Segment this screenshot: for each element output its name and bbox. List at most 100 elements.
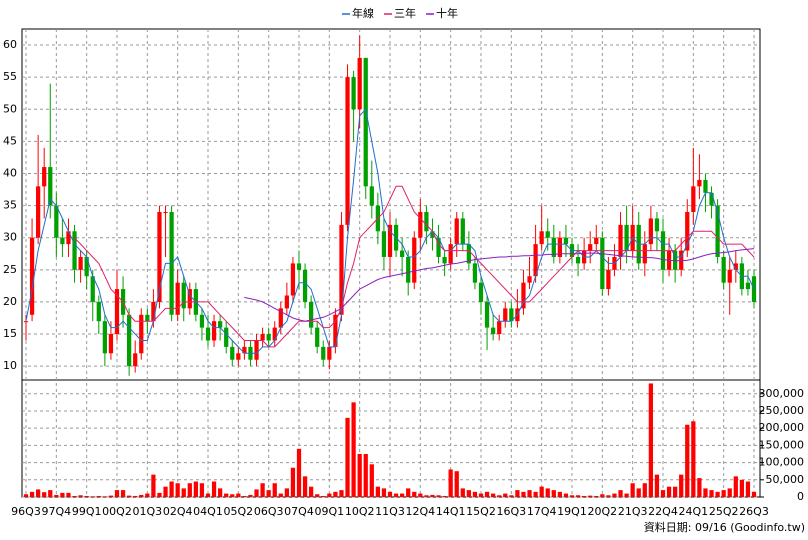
candle-body — [484, 301, 490, 328]
candle-body — [127, 314, 132, 367]
candle-body — [114, 289, 120, 335]
candle-body — [654, 218, 660, 232]
candle-body — [436, 237, 441, 257]
candle-body — [157, 212, 162, 302]
volume-bar — [442, 495, 447, 497]
candle-body — [709, 192, 714, 206]
candle-body — [563, 237, 569, 245]
x-tick-label: 01Q3 — [133, 505, 163, 518]
volume-bar — [594, 495, 599, 497]
candle-body — [381, 231, 387, 257]
volume-bar — [66, 492, 71, 497]
volume-bar — [48, 490, 53, 497]
volume-bar — [648, 383, 653, 497]
volume-bar — [114, 490, 120, 497]
volume-bar — [357, 453, 362, 497]
volume-bar — [254, 489, 259, 497]
candle-body — [187, 289, 192, 309]
volume-bar — [575, 495, 581, 497]
volume-bar — [660, 490, 666, 497]
volume-bar — [636, 488, 641, 497]
candle-body — [679, 250, 684, 270]
candle-body — [691, 186, 696, 213]
volume-bar — [739, 479, 744, 497]
candle-body — [290, 263, 296, 296]
volume-bar — [393, 493, 399, 497]
volume-bar — [588, 495, 593, 497]
volume-bar — [709, 490, 714, 497]
volume-bar — [242, 495, 247, 497]
candle-body — [230, 346, 235, 360]
candle-body — [648, 218, 653, 245]
volume-bar — [497, 495, 502, 497]
candle-body — [224, 327, 229, 347]
volume-tick-label: 200,000 — [759, 421, 805, 434]
volume-bar — [236, 493, 241, 497]
x-tick-label: 02Q4 — [163, 505, 193, 518]
candle-body — [327, 346, 332, 360]
volume-bar — [96, 495, 101, 497]
volume-bar — [248, 494, 253, 497]
volume-bar — [78, 495, 83, 497]
volume-bar — [400, 493, 405, 497]
candle-body — [211, 321, 217, 341]
x-tick-label: 22Q4 — [648, 505, 678, 518]
volume-bar — [151, 474, 156, 497]
candle-body — [509, 308, 514, 322]
volume-bar — [733, 476, 738, 497]
volume-bar — [84, 495, 89, 497]
x-tick-label: 17Q4 — [527, 505, 557, 518]
volume-bar — [327, 493, 332, 497]
y-tick-label: 50 — [3, 102, 17, 115]
volume-bar — [211, 481, 217, 497]
y-tick-label: 60 — [3, 38, 17, 51]
candle-body — [503, 308, 508, 322]
candle-body — [242, 346, 247, 354]
y-tick-label: 20 — [3, 295, 17, 308]
volume-bar — [163, 486, 168, 497]
candle-body — [418, 212, 423, 238]
candle-body — [406, 256, 411, 283]
candle-body — [72, 231, 77, 270]
volume-bar — [60, 492, 65, 497]
volume-bar — [321, 495, 326, 497]
x-tick-label: 26Q3 — [739, 505, 769, 518]
volume-bar — [685, 424, 690, 497]
candle-body — [236, 353, 241, 360]
candle-body — [66, 231, 71, 245]
volume-bar — [193, 481, 198, 497]
candle-body — [284, 295, 289, 309]
volume-tick-label: 100,000 — [759, 456, 805, 469]
ma-line — [74, 185, 755, 348]
volume-bar — [666, 486, 672, 497]
volume-bar — [230, 494, 235, 497]
candle-body — [96, 301, 101, 322]
volume-bar — [654, 474, 660, 497]
volume-bar — [533, 491, 538, 497]
candle-body — [23, 321, 29, 323]
candle-body — [90, 276, 95, 302]
candle-body — [521, 282, 526, 309]
volume-bar — [120, 490, 126, 497]
x-tick-label: 07Q4 — [284, 505, 314, 518]
volume-bar — [484, 491, 490, 497]
legend-label: 十年 — [436, 6, 458, 20]
volume-bar — [284, 488, 289, 497]
volume-bar — [430, 494, 435, 497]
volume-bar — [72, 495, 77, 497]
volume-bar — [90, 496, 95, 497]
candle-body — [588, 244, 593, 251]
volume-bar — [539, 486, 544, 497]
x-tick-label: 24Q1 — [679, 505, 709, 518]
candle-body — [42, 167, 47, 187]
candle-body — [527, 276, 532, 283]
x-tick-label: 21Q3 — [618, 505, 648, 518]
volume-bar — [691, 421, 696, 497]
volume-bar — [472, 491, 478, 497]
volume-tick-label: 150,000 — [759, 438, 805, 451]
volume-bar — [418, 493, 423, 497]
legend-label: 年線 — [352, 6, 374, 20]
volume-bar — [466, 490, 471, 497]
candle-body — [175, 282, 180, 315]
